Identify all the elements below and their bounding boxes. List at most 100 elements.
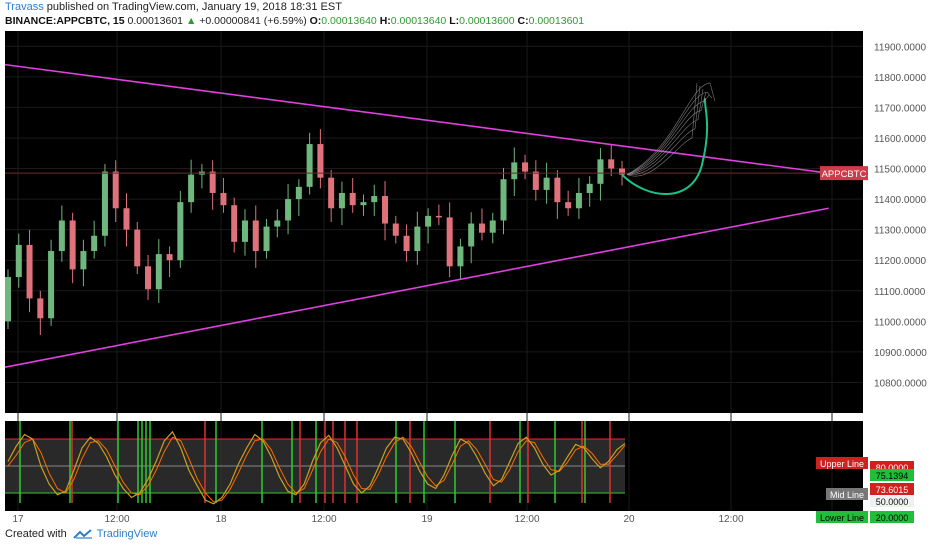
candle-body xyxy=(188,174,195,203)
candle-body xyxy=(306,144,313,187)
projection-ghost-path xyxy=(626,91,713,175)
projection-ghost-path xyxy=(626,82,716,175)
grid xyxy=(5,31,863,511)
projection-ghost-path xyxy=(626,89,704,175)
price-tick-label: 10900.0000 xyxy=(874,348,927,359)
trendlines xyxy=(4,63,864,368)
d-value-tag xyxy=(870,483,914,495)
trendline xyxy=(4,207,829,368)
candle-body xyxy=(608,159,615,169)
time-tick-label: 20 xyxy=(623,514,635,525)
candle-body xyxy=(619,168,625,175)
k-value-tag xyxy=(870,469,914,481)
candle-body xyxy=(338,192,345,209)
candle-body xyxy=(425,215,432,227)
time-tick-label: 12:00 xyxy=(718,514,743,525)
tradingview-brand: TradingView xyxy=(96,528,158,540)
open-label: O: xyxy=(309,15,322,27)
candle-body xyxy=(446,217,453,267)
price-tick-label: 11700.0000 xyxy=(874,103,927,114)
candle-body xyxy=(575,192,582,209)
upper-line-name-tag xyxy=(816,457,868,469)
candle-body xyxy=(435,215,442,218)
lower-value-tag xyxy=(870,511,914,523)
price-tick-label: 11900.0000 xyxy=(874,42,927,53)
candle-body xyxy=(166,254,173,261)
candle-body xyxy=(317,144,324,178)
candle-body xyxy=(285,199,292,221)
oscillator xyxy=(5,421,626,505)
created-with-text: Created with xyxy=(5,528,67,540)
candle-body xyxy=(457,246,464,267)
candle-body xyxy=(26,244,33,299)
candle-body xyxy=(295,186,302,200)
candle-body xyxy=(511,162,518,180)
close-value: 0.00013601 xyxy=(528,15,585,27)
candle-body xyxy=(145,266,152,290)
candle-body xyxy=(231,205,238,242)
stoch-k-line xyxy=(7,430,626,505)
candle-body xyxy=(586,183,593,193)
candles xyxy=(5,129,863,336)
price-chart[interactable]: 11900.0000 11800.0000 11700.0000 11600.0000… xyxy=(0,31,932,526)
open-value: 0.00013640 xyxy=(321,15,377,27)
tradingview-link[interactable]: TradingView xyxy=(73,528,158,540)
candle-body xyxy=(91,235,98,252)
candle-body xyxy=(58,220,65,252)
candle-body xyxy=(15,244,22,278)
time-tick-label: 17 xyxy=(12,514,24,525)
candle-body xyxy=(478,223,485,233)
candle-body xyxy=(209,171,216,193)
candle-body xyxy=(112,171,119,209)
projection-ghost-path xyxy=(626,82,698,177)
candle-body xyxy=(522,162,529,172)
candle-body xyxy=(252,220,259,252)
tradingview-logo-icon xyxy=(73,528,92,539)
candle-body xyxy=(392,223,399,236)
close-label: C: xyxy=(517,15,529,27)
k-value-label: 75.1394 xyxy=(876,471,909,481)
time-axis-bg xyxy=(5,511,863,525)
lower-line-name-tag xyxy=(816,511,868,523)
symbol-info-bar: BINANCE:APPCBTC, 15 0.00013601 ▲ +0.0000… xyxy=(5,15,584,27)
candle-body xyxy=(371,196,378,203)
price-tick-label: 11000.0000 xyxy=(874,317,927,328)
low-label: L: xyxy=(449,15,460,27)
upper-line-name-label: Upper Line xyxy=(820,459,864,469)
candle-body xyxy=(80,251,87,270)
candle-body xyxy=(554,177,561,203)
candle-body xyxy=(241,220,248,242)
candle-body xyxy=(155,254,162,290)
candle-body xyxy=(5,277,11,322)
candle-body xyxy=(48,251,55,319)
published-text: published on TradingView.com, January 19… xyxy=(46,1,342,13)
lower-line-name-label: Lower Line xyxy=(820,513,864,523)
publisher-name[interactable]: Travass xyxy=(5,1,44,13)
candle-body xyxy=(360,202,367,206)
high-value: 0.00013640 xyxy=(390,15,447,27)
trendline xyxy=(4,63,864,179)
candle-body xyxy=(134,229,141,267)
time-tick-label: 12:00 xyxy=(311,514,336,525)
candle-body xyxy=(414,226,421,252)
up-arrow-icon: ▲ xyxy=(185,15,197,27)
price-change: +0.00000841 (+6.59%) xyxy=(199,15,307,27)
candle-body xyxy=(123,208,130,230)
candle-body xyxy=(500,179,507,221)
price-axis[interactable]: 11900.0000 11800.0000 11700.0000 11600.0000… xyxy=(874,42,927,389)
projection-curve xyxy=(621,98,709,196)
footer: Created with TradingView xyxy=(5,528,157,540)
mid-line-name-tag xyxy=(826,488,868,500)
time-tick-label: 12:00 xyxy=(514,514,539,525)
symbol-label[interactable]: BINANCE:APPCBTC, 15 xyxy=(5,15,125,27)
last-price-tag-label: APPCBTC xyxy=(822,169,867,180)
candle-body xyxy=(177,202,184,261)
price-tick-label: 10800.0000 xyxy=(874,378,927,389)
mid-value-tag xyxy=(870,495,914,507)
d-value-label: 73.6015 xyxy=(876,485,909,495)
price-tick-label: 11600.0000 xyxy=(874,134,927,145)
projection-ghost-path xyxy=(626,92,707,175)
candle-body xyxy=(597,159,604,184)
candle-body xyxy=(220,192,227,206)
